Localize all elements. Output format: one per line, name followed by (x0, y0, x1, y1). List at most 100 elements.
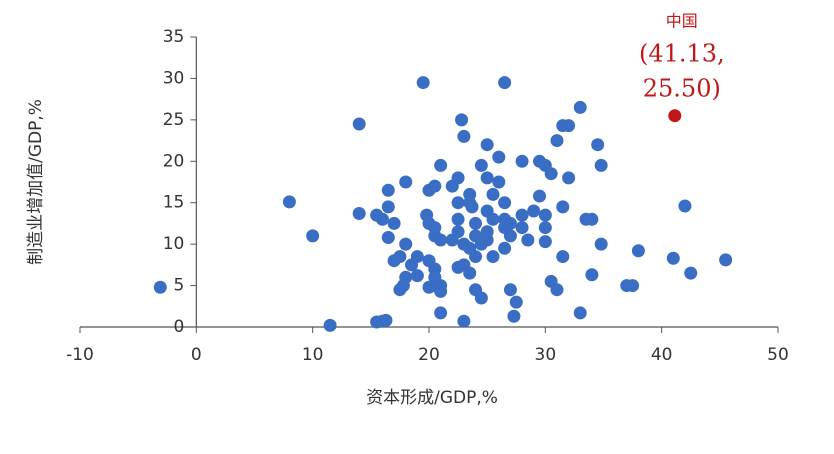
point (631, 244, 645, 258)
point (492, 150, 506, 164)
point (498, 76, 512, 90)
y-axis-label: 制造业增加值/GDP,% (26, 99, 46, 265)
y-tick-label: 5 (174, 276, 185, 296)
point (381, 183, 395, 197)
point (428, 221, 442, 235)
point (562, 171, 576, 185)
point (533, 189, 547, 203)
point (585, 212, 599, 226)
point (451, 171, 465, 185)
point (719, 253, 733, 267)
point (469, 250, 483, 264)
y-tick-label: 25 (163, 110, 185, 130)
point (507, 309, 521, 323)
point (486, 212, 500, 226)
point (422, 280, 436, 294)
point (591, 138, 605, 152)
point (451, 196, 465, 210)
point (410, 250, 424, 264)
point (387, 254, 401, 268)
point (480, 138, 494, 152)
point (457, 129, 471, 143)
point (550, 283, 564, 297)
point (594, 158, 608, 172)
y-tick-label: 10 (163, 234, 185, 254)
point (515, 208, 529, 222)
point (463, 187, 477, 201)
x-axis-label: 资本形成/GDP,% (366, 388, 498, 408)
x-tick-label: 20 (418, 345, 440, 365)
point (550, 134, 564, 148)
point (410, 269, 424, 283)
point (480, 171, 494, 185)
point (492, 175, 506, 189)
point (474, 291, 488, 305)
point (434, 158, 448, 172)
point (469, 216, 483, 230)
x-tick-label: -10 (66, 345, 94, 365)
point (556, 200, 570, 214)
point (544, 167, 558, 181)
point (455, 113, 469, 127)
y-tick-label: 30 (163, 68, 185, 88)
point (515, 221, 529, 235)
point (573, 100, 587, 114)
point (434, 306, 448, 320)
point (486, 250, 500, 264)
point (445, 233, 459, 247)
point (684, 266, 698, 280)
point (573, 306, 587, 320)
point (420, 208, 434, 222)
point (434, 233, 448, 247)
y-tick-label: 0 (174, 317, 185, 337)
point (387, 216, 401, 230)
point (474, 158, 488, 172)
point (527, 204, 541, 218)
point (678, 199, 692, 213)
point (556, 250, 570, 264)
point (399, 237, 413, 251)
highlight-point (668, 109, 682, 123)
point (381, 231, 395, 245)
y-tick-label: 35 (163, 27, 185, 47)
point (352, 117, 366, 131)
x-tick-label: 30 (535, 345, 557, 365)
point (486, 187, 500, 201)
x-tick-label: 50 (767, 345, 789, 365)
point (375, 212, 389, 226)
point (381, 200, 395, 214)
point (399, 175, 413, 189)
point (498, 196, 512, 210)
point (521, 233, 535, 247)
x-tick-label: 10 (302, 345, 324, 365)
point (352, 206, 366, 220)
point (451, 260, 465, 274)
point (515, 154, 529, 168)
point (538, 235, 552, 249)
highlight-label: 中国 (666, 12, 698, 31)
point (585, 268, 599, 282)
y-tick-label: 20 (163, 151, 185, 171)
point (396, 279, 410, 293)
point (538, 221, 552, 235)
point (306, 229, 320, 243)
x-tick-label: 40 (651, 345, 673, 365)
point (594, 237, 608, 251)
point (562, 119, 576, 133)
y-tick-label: 15 (163, 193, 185, 213)
point (457, 314, 471, 328)
point (416, 76, 430, 90)
point (451, 212, 465, 226)
point (323, 318, 337, 332)
point (463, 266, 477, 280)
point (474, 237, 488, 251)
annotation: (41.13, (639, 40, 725, 68)
point (503, 216, 517, 230)
point (503, 283, 517, 297)
point (509, 295, 523, 309)
point (434, 284, 448, 298)
point (379, 313, 393, 327)
point (465, 200, 479, 214)
point (538, 208, 552, 222)
